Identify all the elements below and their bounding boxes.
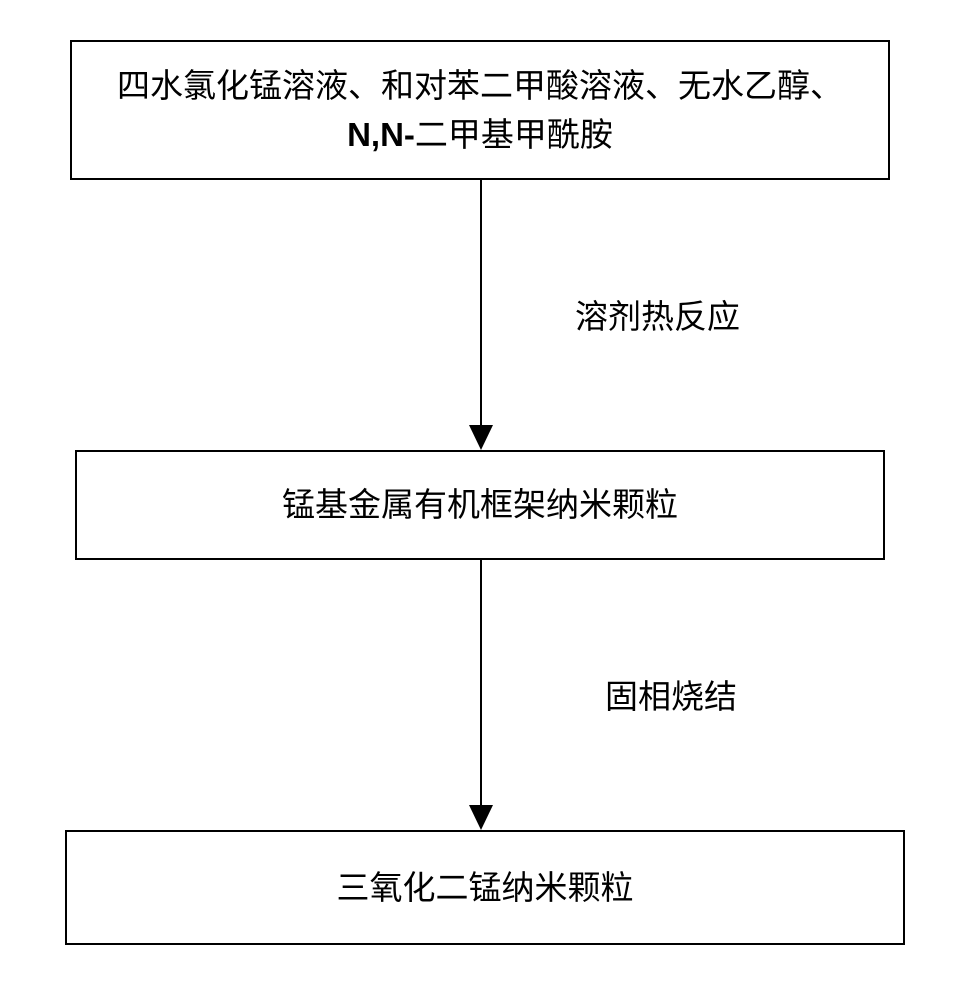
arrow-line — [480, 180, 482, 430]
arrow-2-label: 固相烧结 — [605, 670, 737, 718]
arrow-head-icon — [469, 805, 493, 830]
flowchart-box-reactants: 四水氯化锰溶液、和对苯二甲酸溶液、无水乙醇、 N,N-二甲基甲酰胺 — [70, 40, 890, 180]
arrow-1-label: 溶剂热反应 — [575, 290, 740, 338]
box1-line1: 四水氯化锰溶液、和对苯二甲酸溶液、无水乙醇、 — [117, 67, 843, 104]
flowchart-box-product: 三氧化二锰纳米颗粒 — [65, 830, 905, 945]
box3-text: 三氧化二锰纳米颗粒 — [317, 853, 654, 923]
arrow-1-container: 溶剂热反应 — [65, 180, 905, 450]
box1-line2-prefix: N,N- — [347, 116, 415, 153]
flowchart-box-intermediate: 锰基金属有机框架纳米颗粒 — [75, 450, 885, 560]
box1-line2-rest: 二甲基甲酰胺 — [415, 116, 613, 153]
box-text: 四水氯化锰溶液、和对苯二甲酸溶液、无水乙醇、 N,N-二甲基甲酰胺 — [97, 51, 863, 170]
arrow-2-container: 固相烧结 — [65, 560, 905, 830]
arrow-line — [480, 560, 482, 810]
box2-text: 锰基金属有机框架纳米颗粒 — [262, 470, 698, 540]
flowchart-container: 四水氯化锰溶液、和对苯二甲酸溶液、无水乙醇、 N,N-二甲基甲酰胺 溶剂热反应 … — [65, 40, 905, 945]
arrow-head-icon — [469, 425, 493, 450]
